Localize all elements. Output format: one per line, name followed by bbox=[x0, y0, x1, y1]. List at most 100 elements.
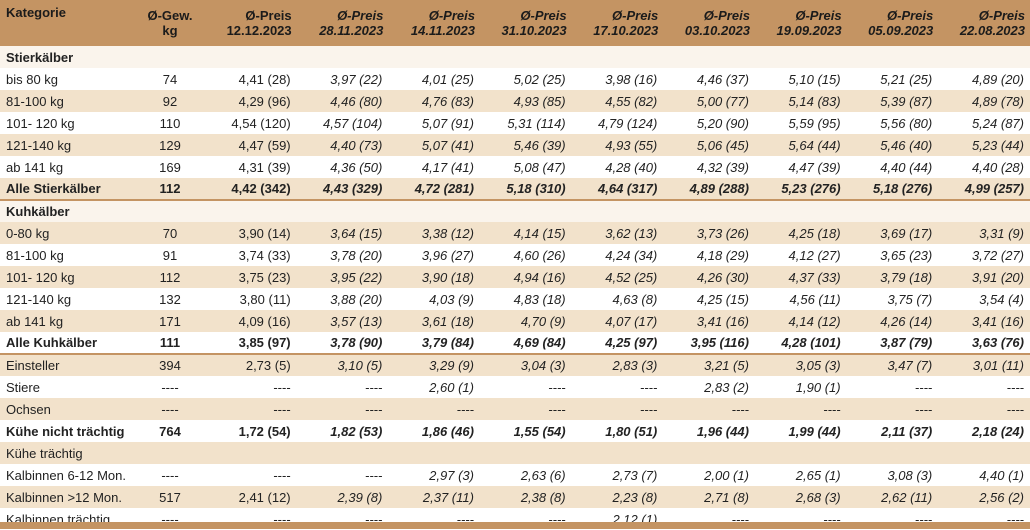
section-row: Kuhkälber bbox=[0, 199, 1030, 222]
row-label: 121-140 kg bbox=[0, 134, 135, 156]
row-price-cell: 3,97 (22) bbox=[296, 68, 389, 90]
row-price-cell: 3,98 (16) bbox=[571, 68, 664, 90]
row-price-cell: 4,37 (33) bbox=[754, 266, 847, 288]
row-label: 101- 120 kg bbox=[0, 266, 135, 288]
row-price-cell: 3,31 (9) bbox=[938, 222, 1030, 244]
row-price-cell: 4,09 (16) bbox=[205, 310, 297, 332]
row-price-cell: 5,59 (95) bbox=[754, 112, 847, 134]
row-price-cell: 5,31 (114) bbox=[479, 112, 572, 134]
row-price-cell: 4,07 (17) bbox=[571, 310, 664, 332]
header-date-6: Ø-Preis 19.09.2023 bbox=[754, 0, 847, 46]
row-price-cell: 4,18 (29) bbox=[663, 244, 755, 266]
row-price-cell: 4,26 (30) bbox=[663, 266, 755, 288]
table-row: 121-140 kg 129 4,47 (59) 4,40 (73) 5,07 (41)… bbox=[0, 134, 1030, 156]
row-price-cell: 4,03 (9) bbox=[388, 288, 480, 310]
row-label: ab 141 kg bbox=[0, 310, 135, 332]
row-price-cell: 4,64 (317) bbox=[571, 178, 664, 201]
row-price-cell: 3,79 (18) bbox=[846, 266, 939, 288]
row-price-cell bbox=[296, 442, 389, 464]
row-price-cell: ---- bbox=[938, 398, 1030, 420]
row-price-cell: ---- bbox=[296, 376, 389, 398]
header-preis-label: Ø-Preis bbox=[612, 8, 659, 23]
row-gewicht: 111 bbox=[135, 332, 205, 355]
row-price-cell: 2,71 (8) bbox=[663, 486, 755, 508]
table-header: Kategorie Ø-Gew. kg Ø-Preis 12.12.2023 Ø-P… bbox=[0, 0, 1030, 46]
row-price-cell: 4,31 (39) bbox=[205, 156, 297, 178]
row-price-cell: ---- bbox=[205, 376, 297, 398]
row-price-cell: ---- bbox=[479, 398, 572, 420]
row-price-cell: 1,82 (53) bbox=[296, 420, 389, 442]
header-preis-label: Ø-Preis bbox=[428, 8, 475, 23]
row-price-cell: 3,38 (12) bbox=[388, 222, 480, 244]
row-price-cell: 3,79 (84) bbox=[388, 332, 480, 355]
row-price-cell: 4,83 (18) bbox=[479, 288, 572, 310]
row-gewicht: 129 bbox=[135, 134, 205, 156]
row-price-cell: 4,12 (27) bbox=[754, 244, 847, 266]
row-price-cell: 3,87 (79) bbox=[846, 332, 939, 355]
row-price-cell: ---- bbox=[205, 464, 297, 486]
row-price-cell: 3,54 (4) bbox=[938, 288, 1030, 310]
row-price-cell: ---- bbox=[846, 376, 939, 398]
row-price-cell: 3,90 (14) bbox=[205, 222, 297, 244]
row-price-cell: ---- bbox=[205, 398, 297, 420]
row-price-cell: 4,25 (15) bbox=[663, 288, 755, 310]
row-price-cell: 4,94 (16) bbox=[479, 266, 572, 288]
row-price-cell: 2,18 (24) bbox=[938, 420, 1030, 442]
row-price-cell bbox=[663, 442, 755, 464]
row-price-cell: 4,46 (80) bbox=[296, 90, 389, 112]
row-label: 0-80 kg bbox=[0, 222, 135, 244]
row-price-cell: 4,40 (1) bbox=[938, 464, 1030, 486]
row-price-cell: 1,90 (1) bbox=[754, 376, 847, 398]
row-label: ab 141 kg bbox=[0, 156, 135, 178]
table-row: Kalbinnen 6-12 Mon. ---- ---- ---- 2,97 (3) 2… bbox=[0, 464, 1030, 486]
row-price-cell bbox=[571, 442, 664, 464]
table-row: Kühe trächtig bbox=[0, 442, 1030, 464]
row-price-cell: 2,62 (11) bbox=[846, 486, 939, 508]
row-price-cell: 4,46 (37) bbox=[663, 68, 755, 90]
row-gewicht: 169 bbox=[135, 156, 205, 178]
row-price-cell: 5,46 (40) bbox=[846, 134, 939, 156]
row-gewicht: 70 bbox=[135, 222, 205, 244]
row-price-cell: 4,42 (342) bbox=[205, 178, 297, 201]
table-row: Kalbinnen >12 Mon. 517 2,41 (12) 2,39 (8) 2,… bbox=[0, 486, 1030, 508]
row-price-cell: 3,88 (20) bbox=[296, 288, 389, 310]
table-row: bis 80 kg 74 4,41 (28) 3,97 (22) 4,01 (25) 5,… bbox=[0, 68, 1030, 90]
row-gewicht: 171 bbox=[135, 310, 205, 332]
row-price-cell: 4,79 (124) bbox=[571, 112, 664, 134]
row-price-cell: 4,76 (83) bbox=[388, 90, 480, 112]
row-price-cell: 3,80 (11) bbox=[205, 288, 297, 310]
row-price-cell: 3,47 (7) bbox=[846, 354, 939, 376]
header-gewicht-line1: Ø-Gew. bbox=[147, 8, 193, 23]
table-row: 81-100 kg 92 4,29 (96) 4,46 (80) 4,76 (83) 4,… bbox=[0, 90, 1030, 112]
row-gewicht: 92 bbox=[135, 90, 205, 112]
row-price-cell: 4,89 (78) bbox=[938, 90, 1030, 112]
section-row: Stierkälber bbox=[0, 46, 1030, 68]
row-gewicht: 517 bbox=[135, 486, 205, 508]
row-price-cell: 4,40 (44) bbox=[846, 156, 939, 178]
row-price-cell: 4,93 (85) bbox=[479, 90, 572, 112]
table-row: Kühe nicht trächtig 764 1,72 (54) 1,82 (53)… bbox=[0, 420, 1030, 442]
row-price-cell: 2,83 (3) bbox=[571, 354, 664, 376]
header-date-2: Ø-Preis 14.11.2023 bbox=[388, 0, 480, 46]
row-price-cell: 3,91 (20) bbox=[938, 266, 1030, 288]
row-price-cell bbox=[388, 442, 480, 464]
total-row: Alle Stierkälber 112 4,42 (342) 4,43 (329) 4… bbox=[0, 178, 1030, 201]
row-price-cell: 3,63 (76) bbox=[938, 332, 1030, 355]
row-label: Kühe nicht trächtig bbox=[0, 420, 135, 442]
header-date-8: Ø-Preis 22.08.2023 bbox=[938, 0, 1030, 46]
row-price-cell: 4,01 (25) bbox=[388, 68, 480, 90]
row-price-cell: 4,29 (96) bbox=[205, 90, 297, 112]
header-date-5: Ø-Preis 03.10.2023 bbox=[663, 0, 755, 46]
row-price-cell: 4,72 (281) bbox=[388, 178, 480, 201]
row-price-cell: 3,74 (33) bbox=[205, 244, 297, 266]
header-date-4: Ø-Preis 17.10.2023 bbox=[571, 0, 664, 46]
header-preis-label: Ø-Preis bbox=[337, 8, 384, 23]
header-kategorie: Kategorie bbox=[0, 0, 135, 46]
row-price-cell: ---- bbox=[296, 398, 389, 420]
row-price-cell: 5,18 (310) bbox=[479, 178, 572, 201]
row-label: Kalbinnen >12 Mon. bbox=[0, 486, 135, 508]
row-label: Alle Kuhkälber bbox=[0, 332, 135, 355]
header-date-3: Ø-Preis 31.10.2023 bbox=[479, 0, 572, 46]
row-price-cell bbox=[754, 442, 847, 464]
row-gewicht: 764 bbox=[135, 420, 205, 442]
